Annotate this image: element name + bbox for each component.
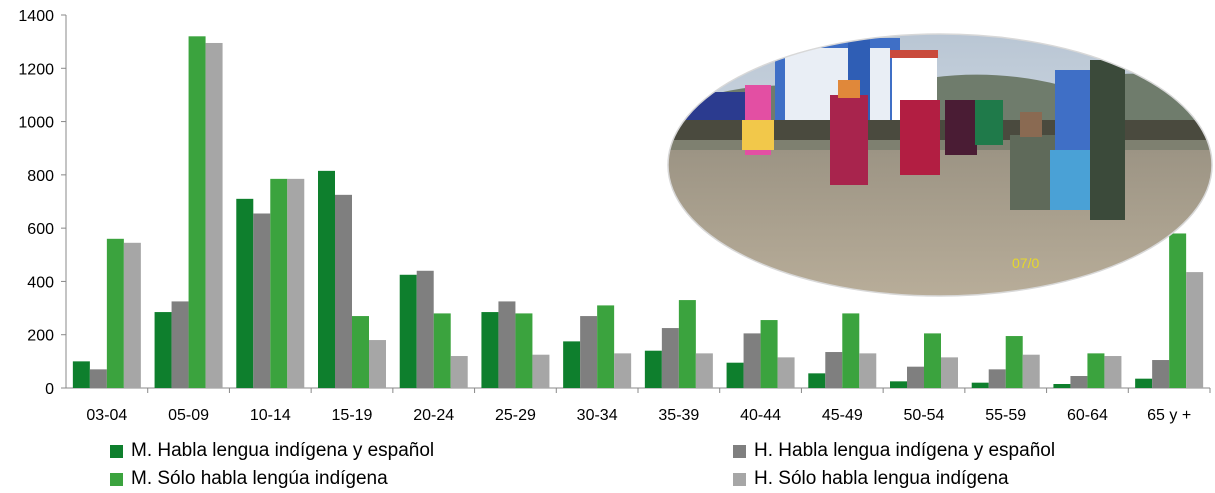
bar (971, 382, 989, 388)
bar (743, 333, 761, 388)
bar (450, 356, 468, 388)
legend-label: H. Sólo habla lengua indígena (754, 468, 1009, 489)
x-tick-label: 15-19 (332, 407, 373, 424)
legend-label: H. Habla lengua indígena y español (754, 440, 1056, 461)
axes: 0 200 400 600 800 1000 1200 1400 03-04 05-09 10-14… (18, 8, 1211, 424)
legend-item-m-bilingual: M. Habla lengua indígena y español (110, 440, 434, 462)
bar (644, 350, 662, 388)
bar (580, 316, 598, 388)
y-tick-label: 0 (45, 381, 54, 398)
bar (563, 341, 581, 388)
legend-swatch (733, 472, 746, 486)
bar (726, 362, 744, 388)
bar (614, 353, 632, 388)
bar (890, 381, 907, 388)
x-tick-label: 35-39 (658, 407, 699, 424)
bar (154, 312, 172, 388)
bar (1104, 356, 1122, 388)
bar (481, 312, 499, 388)
bar (205, 42, 223, 388)
bar (287, 178, 305, 388)
y-tick-label: 1200 (18, 61, 54, 78)
bar (369, 340, 386, 388)
bar (188, 36, 206, 389)
x-tick-label: 03-04 (86, 407, 127, 424)
y-tick-label: 400 (27, 274, 54, 291)
y-tick-label: 600 (27, 221, 54, 238)
bar (808, 373, 826, 388)
legend-swatch (110, 472, 123, 486)
bar (89, 369, 107, 388)
bar (123, 242, 141, 388)
y-tick-label: 1400 (18, 8, 54, 25)
bar (498, 301, 516, 388)
x-tick-label: 25-29 (495, 407, 536, 424)
bar (1169, 233, 1187, 388)
x-tick-label: 40-44 (740, 407, 781, 424)
x-tick-label: 50-54 (904, 407, 945, 424)
y-tick-label: 200 (27, 328, 54, 345)
bar (270, 178, 288, 388)
bar (907, 366, 924, 388)
bar (352, 316, 369, 388)
bar (1053, 384, 1071, 388)
y-tick-label: 1000 (18, 115, 54, 132)
x-tick-label: 65 y + (1147, 407, 1191, 424)
legend-swatch (110, 444, 123, 458)
legend-item-h-monolingual: H. Sólo habla lengua indígena (733, 468, 1009, 490)
bar (825, 352, 843, 388)
legend-label: M. Habla lengua indígena y español (131, 440, 435, 461)
bar (515, 313, 533, 388)
y-tick-label: 800 (27, 168, 54, 185)
x-tick-label: 55-59 (985, 407, 1026, 424)
bar (335, 194, 352, 388)
photo-date-stamp: 07/0 (1012, 255, 1039, 271)
x-tick-label: 10-14 (250, 407, 291, 424)
bar (988, 369, 1006, 388)
bar (1005, 336, 1023, 388)
legend-swatch (733, 444, 746, 458)
x-tick-label: 20-24 (413, 407, 454, 424)
bar (760, 320, 778, 388)
bar (532, 354, 550, 388)
bars (72, 36, 1204, 389)
bar (924, 333, 941, 388)
bar (1186, 272, 1204, 388)
bar (695, 353, 713, 388)
x-tick-label: 30-34 (577, 407, 618, 424)
bar (1070, 376, 1088, 388)
bar (253, 213, 271, 388)
bar (236, 198, 254, 388)
bar (661, 328, 679, 388)
bar (106, 238, 124, 388)
bar (777, 357, 795, 388)
bar (1135, 378, 1153, 388)
bar (72, 361, 90, 388)
bar (318, 170, 335, 388)
legend-label: M. Sólo habla lengúa indígena (131, 468, 388, 489)
bar (941, 357, 958, 388)
bar (597, 305, 615, 388)
bar (433, 313, 451, 388)
bar (1152, 360, 1170, 388)
bar (859, 353, 877, 388)
festival-dance-photo: 07/0 (668, 34, 1212, 296)
legend-item-h-bilingual: H. Habla lengua indígena y español (733, 440, 1055, 462)
bar (1087, 353, 1105, 388)
x-tick-label: 60-64 (1067, 407, 1108, 424)
x-tick-label: 45-49 (822, 407, 863, 424)
bar (678, 300, 696, 388)
bar (842, 313, 860, 388)
legend-item-m-monolingual: M. Sólo habla lengúa indígena (110, 468, 388, 490)
x-tick-label: 05-09 (168, 407, 209, 424)
bar (1022, 354, 1040, 388)
bar (171, 301, 189, 388)
bar (416, 270, 434, 388)
bar (399, 274, 417, 388)
